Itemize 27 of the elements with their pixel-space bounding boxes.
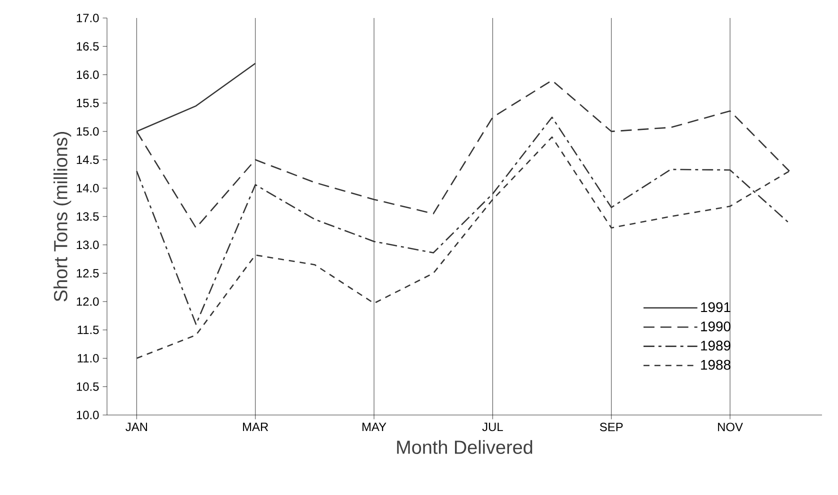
y-tick-label: 13.0 xyxy=(76,240,99,250)
y-tick-label: 12.5 xyxy=(76,268,99,278)
y-tick-label: 14.0 xyxy=(76,184,99,192)
y-tick-label: 16.5 xyxy=(76,42,99,51)
legend-label: 1989 xyxy=(701,340,730,351)
y-tick-label: 15.5 xyxy=(76,98,99,108)
legend-label: 1990 xyxy=(701,321,730,332)
legend-label: 1988 xyxy=(701,360,730,370)
y-tick-label: 15.0 xyxy=(76,127,99,136)
y-tick-label: 14.5 xyxy=(76,156,99,164)
x-tick-label: JAN xyxy=(126,422,147,432)
x-tick-label: NOV xyxy=(718,422,743,432)
y-tick-label: 10.5 xyxy=(76,382,99,391)
x-tick-label: JUL xyxy=(482,422,503,432)
y-axis-title: Short Tons (millions) xyxy=(53,132,72,302)
y-tick-label: 13.5 xyxy=(76,212,99,221)
y-tick-label: 16.0 xyxy=(76,70,99,79)
x-tick-label: MAY xyxy=(362,422,386,431)
x-tick-label: SEP xyxy=(600,422,623,432)
x-axis-title: Month Delivered xyxy=(397,440,532,454)
legend-label: 1991 xyxy=(701,302,730,312)
x-tick-label: MAR xyxy=(243,422,268,431)
y-tick-label: 12.0 xyxy=(76,297,99,306)
y-tick-label: 10.0 xyxy=(76,410,99,420)
y-tick-label: 17.0 xyxy=(76,14,99,22)
y-tick-label: 11.5 xyxy=(78,326,99,334)
y-tick-label: 11.0 xyxy=(78,354,99,363)
